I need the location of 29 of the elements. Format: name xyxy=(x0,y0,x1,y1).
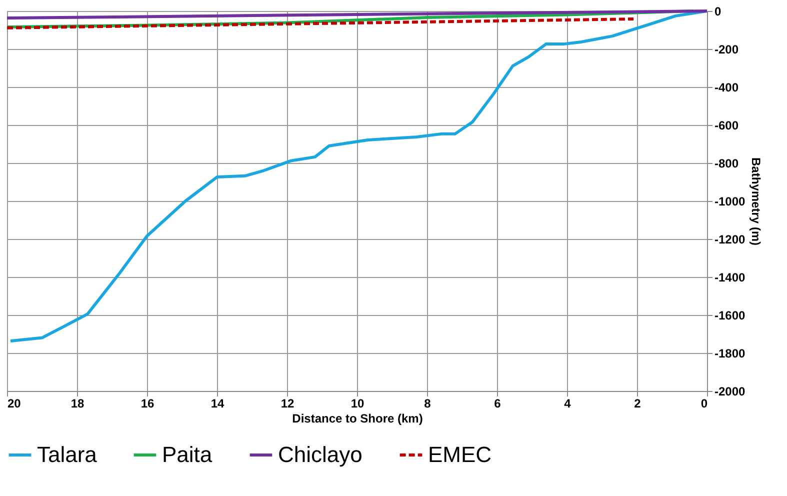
x-axis-title: Distance to Shore (km) xyxy=(292,412,423,426)
legend-label: Talara xyxy=(37,442,98,467)
y-tick-label: -1800 xyxy=(714,346,746,360)
x-tick-label: 18 xyxy=(70,396,84,410)
x-tick-label: 6 xyxy=(494,396,502,410)
y-tick-label: -1400 xyxy=(714,270,746,284)
x-tick-label: 8 xyxy=(424,396,432,410)
y-tick-label: -800 xyxy=(714,156,739,170)
y-tick-label: -1600 xyxy=(714,308,746,322)
x-tick-label: 20 xyxy=(8,396,22,410)
x-tick-label: 10 xyxy=(350,396,364,410)
x-tick-label: 16 xyxy=(140,396,154,410)
y-tick-label: -2000 xyxy=(714,384,746,398)
y-tick-label: 0 xyxy=(714,4,722,18)
y-tick-label: -1200 xyxy=(714,232,746,246)
x-tick-label: 14 xyxy=(210,396,224,410)
x-tick-label: 2 xyxy=(634,396,642,410)
x-tick-label: 0 xyxy=(700,396,708,410)
x-tick-label: 12 xyxy=(280,396,294,410)
x-tick-label: 4 xyxy=(564,396,572,410)
y-tick-label: -600 xyxy=(714,118,739,132)
legend-label: Chiclayo xyxy=(278,442,362,467)
line-series xyxy=(9,10,708,343)
y-tick-label: -1000 xyxy=(714,194,746,208)
y-axis-title: Bathymetry (m) xyxy=(749,157,764,246)
legend-label: Paita xyxy=(162,442,213,467)
y-tick-label: -400 xyxy=(714,80,739,94)
legend-label: EMEC xyxy=(428,442,492,467)
y-tick-label: -200 xyxy=(714,42,739,56)
